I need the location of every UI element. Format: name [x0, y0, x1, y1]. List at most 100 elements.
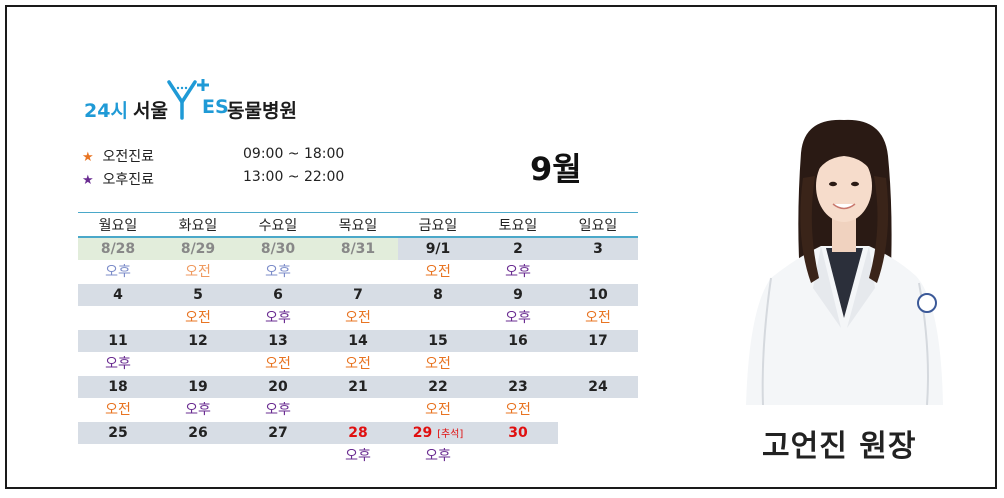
- holiday-note: [추석]: [437, 429, 464, 440]
- weekday-header: 목요일: [338, 218, 378, 234]
- session-label: 오후: [425, 448, 451, 464]
- logo-city: 서울: [133, 100, 168, 122]
- session-label: [478, 445, 558, 467]
- date-number: 2: [513, 241, 523, 257]
- legend-time: 09:00 ~ 18:00: [243, 146, 345, 162]
- session-label: [318, 399, 398, 421]
- star-icon: ★: [82, 150, 94, 165]
- session-label: [158, 353, 238, 375]
- session-label: [78, 307, 158, 329]
- date-number: 12: [188, 333, 208, 349]
- calendar-date: 10: [558, 284, 638, 306]
- calendar-date: 2: [478, 238, 558, 260]
- session-label: [558, 399, 638, 421]
- date-number: 25: [108, 425, 128, 441]
- calendar-date: 8: [398, 284, 478, 306]
- calendar-date: 20: [238, 376, 318, 398]
- date-number: 4: [113, 287, 123, 303]
- star-icon: ★: [82, 173, 94, 188]
- doctor-photo: [746, 119, 943, 405]
- date-number: 22: [428, 379, 448, 395]
- calendar-date: 11: [78, 330, 158, 352]
- date-number: 14: [348, 333, 368, 349]
- weekday-header: 월요일: [98, 218, 138, 234]
- calendar-date: 15: [398, 330, 478, 352]
- logo-name: 동물병원: [227, 100, 297, 122]
- date-number: 9: [513, 287, 523, 303]
- date-number: 8: [433, 287, 443, 303]
- calendar-date: 5: [158, 284, 238, 306]
- weekday-header: 수요일: [258, 218, 298, 234]
- date-number: 11: [108, 333, 128, 349]
- date-number: 15: [428, 333, 448, 349]
- date-number: 21: [348, 379, 368, 395]
- session-label: [238, 445, 318, 467]
- calendar-date: 25: [78, 422, 158, 444]
- session-label: [558, 261, 638, 283]
- calendar-date: 19: [158, 376, 238, 398]
- session-label: 오후: [505, 264, 531, 280]
- date-number: 18: [108, 379, 128, 395]
- calendar-date: 7: [318, 284, 398, 306]
- date-number: 7: [353, 287, 363, 303]
- weekday-header: 화요일: [178, 218, 218, 234]
- date-number: 8/31: [340, 241, 376, 257]
- session-label: [478, 353, 558, 375]
- date-number: 28: [348, 425, 368, 441]
- calendar-date: 16: [478, 330, 558, 352]
- date-number: 6: [273, 287, 283, 303]
- logo-es: ES: [202, 96, 229, 118]
- session-label: [398, 307, 478, 329]
- header-rule: [78, 236, 638, 238]
- hospital-logo: 24시 서울 ES 동물병원: [84, 78, 314, 126]
- date-number: 13: [268, 333, 288, 349]
- legend-am: ★ 오전진료 09:00 ~ 18:00: [82, 146, 382, 166]
- session-label: 오전: [345, 310, 371, 326]
- calendar-date: 13: [238, 330, 318, 352]
- calendar-date: 28: [318, 422, 398, 444]
- session-label: 오전: [585, 310, 611, 326]
- calendar-date: 22: [398, 376, 478, 398]
- calendar-date: 9: [478, 284, 558, 306]
- calendar-date: 8/29: [158, 238, 238, 260]
- logo-y-plus-icon: [167, 79, 209, 120]
- legend-time: 13:00 ~ 22:00: [243, 169, 345, 185]
- date-number: 8/28: [100, 241, 136, 257]
- legend-pm: ★ 오후진료 13:00 ~ 22:00: [82, 169, 382, 189]
- session-label: [158, 445, 238, 467]
- calendar-date: 29 [추석]: [398, 422, 478, 444]
- session-label: [78, 445, 158, 467]
- calendar-date: 27: [238, 422, 318, 444]
- calendar-date: 14: [318, 330, 398, 352]
- calendar-date: 8/30: [238, 238, 318, 260]
- calendar-date: 6: [238, 284, 318, 306]
- calendar-date: 4: [78, 284, 158, 306]
- calendar-date: 8/28: [78, 238, 158, 260]
- session-label: 오후: [105, 264, 131, 280]
- session-label: 오후: [505, 310, 531, 326]
- session-label: [318, 261, 398, 283]
- session-label: 오전: [505, 402, 531, 418]
- date-number: 29: [412, 425, 433, 441]
- session-label: 오전: [345, 356, 371, 372]
- header-rule: [78, 212, 638, 213]
- date-number: 27: [268, 425, 288, 441]
- calendar-date: 17: [558, 330, 638, 352]
- session-label: 오전: [185, 310, 211, 326]
- date-number: 23: [508, 379, 528, 395]
- legend-label: 오전진료: [102, 149, 154, 165]
- calendar-date: 26: [158, 422, 238, 444]
- session-label: [558, 353, 638, 375]
- session-label: 오후: [345, 448, 371, 464]
- month-title: 9월: [530, 150, 582, 188]
- date-number: 17: [588, 333, 608, 349]
- weekday-header: 금요일: [418, 218, 458, 234]
- date-number: 8/29: [180, 241, 216, 257]
- date-number: 16: [508, 333, 528, 349]
- session-label: 오전: [185, 264, 211, 280]
- session-label: 오전: [425, 402, 451, 418]
- weekday-header: 토요일: [498, 218, 538, 234]
- calendar-date: 30: [478, 422, 558, 444]
- date-number: 3: [593, 241, 603, 257]
- date-number: 8/30: [260, 241, 296, 257]
